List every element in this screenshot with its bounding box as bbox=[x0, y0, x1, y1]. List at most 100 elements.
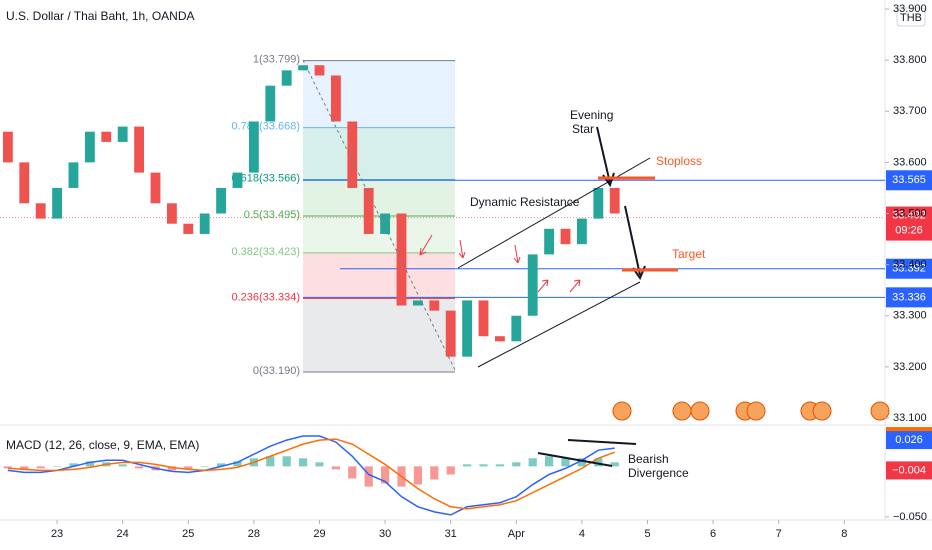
candle bbox=[150, 172, 161, 204]
histogram-bar bbox=[3, 466, 12, 469]
candle bbox=[494, 336, 505, 342]
histogram-bar bbox=[20, 466, 29, 470]
histogram-bar bbox=[266, 456, 275, 467]
histogram-bar bbox=[364, 466, 373, 487]
candle bbox=[216, 187, 227, 214]
x-tick-label: 7 bbox=[776, 528, 782, 540]
histogram-bar bbox=[577, 458, 587, 467]
candle bbox=[52, 187, 62, 219]
candle bbox=[35, 203, 46, 219]
price-badge bbox=[886, 258, 932, 279]
indicator-badge-label: −0.004 bbox=[892, 464, 926, 476]
x-tick-label: 5 bbox=[644, 528, 650, 540]
event-icons bbox=[612, 401, 890, 421]
chart-title: U.S. Dollar / Thai Baht, 1h, OANDA bbox=[6, 9, 195, 23]
fib-label: 0.5(33.495) bbox=[244, 209, 300, 221]
candle bbox=[363, 187, 374, 234]
fib-zone bbox=[303, 60, 455, 128]
indicator-badge bbox=[886, 461, 932, 480]
candle bbox=[19, 162, 30, 204]
arrow bbox=[596, 126, 611, 184]
annotation: Stoploss bbox=[656, 154, 702, 168]
x-tick-label: 31 bbox=[445, 528, 457, 540]
candle bbox=[183, 223, 194, 234]
fib-zone bbox=[303, 127, 455, 180]
histogram-bar bbox=[479, 464, 488, 467]
histogram-bar bbox=[282, 456, 291, 467]
divergence-line bbox=[537, 452, 613, 467]
candle bbox=[380, 213, 391, 234]
histogram-bar bbox=[380, 466, 390, 484]
channel-upper bbox=[457, 157, 651, 269]
histogram-bar bbox=[184, 466, 193, 470]
hint-arrows bbox=[419, 234, 581, 293]
x-tick-label: 23 bbox=[51, 528, 63, 540]
annotation: Evening bbox=[570, 108, 613, 122]
histogram-bar bbox=[594, 458, 603, 467]
y-tick-label: 33.800 bbox=[893, 54, 927, 66]
price-badge-label: 33.336 bbox=[892, 291, 926, 303]
fib-zone bbox=[303, 179, 455, 217]
candle bbox=[544, 228, 555, 255]
histogram-bar bbox=[216, 463, 226, 467]
y-tick-label: −0.050 bbox=[893, 511, 927, 523]
histogram-bar bbox=[413, 466, 422, 485]
candle bbox=[84, 131, 95, 163]
y-tick-label: 33.200 bbox=[893, 361, 927, 373]
indicator-badge bbox=[886, 431, 932, 450]
macd-signal bbox=[7, 438, 615, 510]
drawings bbox=[302, 59, 678, 467]
histogram-bar bbox=[298, 458, 308, 467]
fib-label: 0(33.190) bbox=[253, 365, 300, 377]
price-badge-label: 33.392 bbox=[892, 263, 926, 275]
histogram-bar bbox=[348, 466, 357, 479]
candle bbox=[593, 187, 604, 219]
y-tick-label: 33.600 bbox=[893, 156, 927, 168]
candle bbox=[396, 213, 407, 306]
fib-retracement: 1(33.799) 0.786(33.668) 0.618(33.566) 0.5(3… bbox=[232, 54, 455, 377]
levels: 33.565 33.392 33.336 33.492 09:26 bbox=[0, 170, 932, 308]
candle bbox=[232, 172, 243, 188]
histogram-bar bbox=[69, 463, 78, 467]
candle bbox=[576, 218, 587, 245]
candle bbox=[462, 300, 473, 357]
fib-label: 0.236(33.334) bbox=[232, 291, 301, 303]
fib-zone bbox=[303, 252, 455, 299]
currency-box bbox=[896, 7, 926, 27]
histogram-bar bbox=[85, 461, 94, 467]
fib-zone bbox=[303, 216, 455, 253]
x-tick-label: 6 bbox=[710, 528, 716, 540]
candles bbox=[2, 65, 620, 357]
annotation: Star bbox=[572, 122, 594, 136]
candle bbox=[347, 121, 358, 188]
fib-label: 0.618(33.566) bbox=[232, 173, 301, 185]
histogram-bar bbox=[610, 462, 619, 467]
candle bbox=[281, 70, 292, 86]
histogram-bar bbox=[561, 458, 570, 467]
indicator-badge-label: 0.026 bbox=[895, 434, 923, 446]
histogram-bar bbox=[134, 466, 144, 469]
annotation: Divergence bbox=[628, 466, 689, 480]
countdown: 09:26 bbox=[895, 224, 923, 236]
histogram-bar bbox=[200, 466, 209, 467]
x-tick-label: 30 bbox=[379, 528, 391, 540]
candle bbox=[330, 75, 341, 122]
price-badge bbox=[886, 170, 932, 191]
price-badge bbox=[886, 287, 932, 308]
histogram-bar bbox=[446, 466, 455, 475]
candle bbox=[412, 300, 423, 306]
arrow bbox=[624, 205, 641, 276]
candle bbox=[511, 315, 522, 342]
histogram-bar bbox=[331, 466, 340, 470]
x-tick-label: 28 bbox=[248, 528, 260, 540]
candle bbox=[101, 131, 112, 142]
x-tick-label: 29 bbox=[313, 528, 325, 540]
y-tick-label: 33.100 bbox=[893, 412, 927, 424]
candle bbox=[314, 65, 325, 76]
annotation: Target bbox=[672, 247, 706, 261]
candle bbox=[166, 203, 177, 224]
annotation: Bearish bbox=[628, 452, 669, 466]
x-tick-label: 25 bbox=[182, 528, 194, 540]
